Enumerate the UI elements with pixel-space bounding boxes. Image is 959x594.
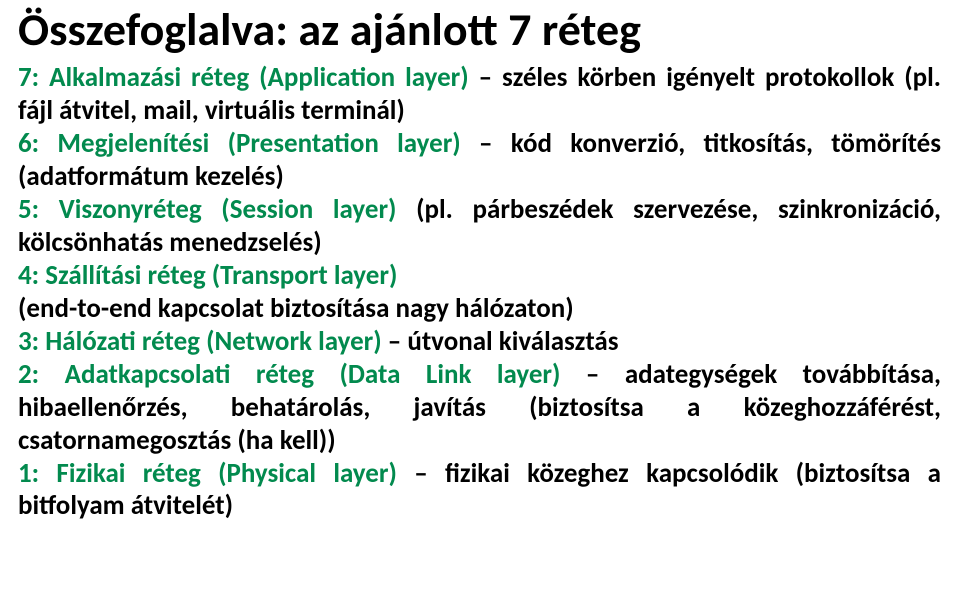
layer-1: 1: Fizikai réteg (Physical layer) – fizi… bbox=[18, 458, 941, 524]
layer-7-name: 7: Alkalmazási réteg (Application layer) bbox=[18, 61, 469, 94]
layer-1-name: 1: Fizikai réteg (Physical layer) bbox=[18, 457, 397, 490]
layer-2-name: 2: Adatkapcsolati réteg (Data Link layer… bbox=[18, 358, 560, 391]
layer-2: 2: Adatkapcsolati réteg (Data Link layer… bbox=[18, 359, 941, 458]
layer-6-name: 6: Megjelenítési (Presentation layer) bbox=[18, 127, 461, 160]
layer-4b: (end-to-end kapcsolat biztosítása nagy h… bbox=[18, 293, 941, 326]
layer-4-name: 4: Szállítási réteg (Transport layer) bbox=[18, 259, 397, 292]
layer-3-desc: – útvonal kiválasztás bbox=[382, 325, 619, 358]
layer-3-name: 3: Hálózati réteg (Network layer) bbox=[18, 325, 382, 358]
layer-7: 7: Alkalmazási réteg (Application layer)… bbox=[18, 62, 941, 128]
layer-6: 6: Megjelenítési (Presentation layer) – … bbox=[18, 128, 941, 194]
slide-title: Összefoglalva: az ajánlott 7 réteg bbox=[18, 6, 941, 54]
slide-body: 7: Alkalmazási réteg (Application layer)… bbox=[18, 62, 941, 523]
layer-4: 4: Szállítási réteg (Transport layer) bbox=[18, 260, 941, 293]
layer-4-desc: (end-to-end kapcsolat biztosítása nagy h… bbox=[18, 292, 574, 325]
slide-root: Összefoglalva: az ajánlott 7 réteg 7: Al… bbox=[0, 0, 959, 523]
layer-5: 5: Viszonyréteg (Session layer) (pl. pár… bbox=[18, 194, 941, 260]
layer-5-name: 5: Viszonyréteg (Session layer) bbox=[18, 193, 396, 226]
layer-3: 3: Hálózati réteg (Network layer) – útvo… bbox=[18, 326, 941, 359]
